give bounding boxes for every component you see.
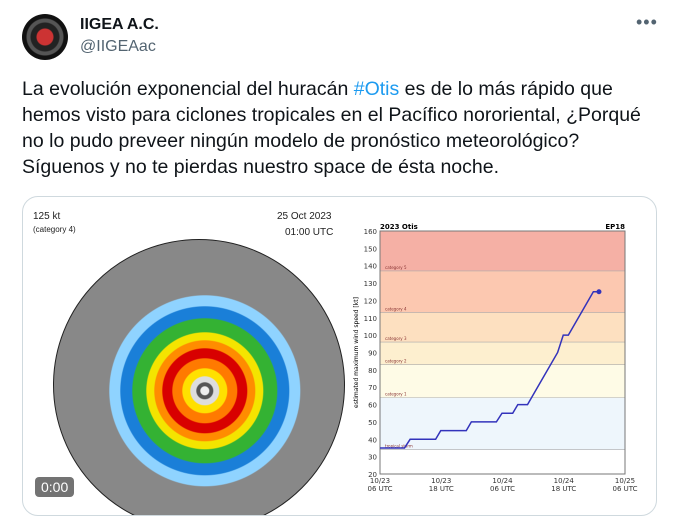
x-tick-label: 18 UTC: [429, 485, 454, 493]
y-tick-label: 150: [364, 245, 377, 253]
y-tick-label: 140: [364, 263, 377, 271]
more-horizontal-icon[interactable]: •••: [636, 12, 658, 32]
y-tick-label: 90: [368, 350, 377, 358]
plot-frame: [379, 230, 626, 475]
x-tick-label: 18 UTC: [551, 485, 576, 493]
author-handle[interactable]: @IIGEAac: [80, 38, 156, 55]
time-label: 01:00 UTC: [285, 227, 334, 238]
band-label: category 3: [385, 336, 407, 341]
series-line: [380, 291, 599, 449]
author-name[interactable]: IIGEA A.C.: [80, 16, 159, 33]
y-tick-label: 100: [364, 332, 377, 340]
band-label: category 1: [385, 392, 407, 397]
category-band: [380, 270, 625, 313]
category-band: [380, 364, 625, 398]
x-tick-label: 06 UTC: [490, 485, 515, 493]
x-tick-label: 10/25: [615, 477, 635, 485]
category-band: [380, 397, 625, 450]
category-label: (category 4): [33, 225, 76, 234]
band-label: category 4: [385, 307, 407, 312]
intensity-label: 125 kt: [33, 211, 61, 222]
storm-id: EP18: [605, 223, 625, 231]
y-tick-label: 80: [368, 367, 377, 375]
y-tick-label: 30: [368, 454, 377, 462]
video-timer: 0:00: [35, 477, 75, 497]
x-tick-label: 10/23: [370, 477, 390, 485]
band-label: category 5: [385, 265, 407, 270]
date-label: 25 Oct 2023: [277, 211, 332, 222]
band-label: tropical storm: [385, 444, 413, 449]
y-tick-label: 160: [364, 228, 377, 236]
text-part: es de lo más rápido que hemos visto para…: [22, 78, 641, 178]
y-tick-label: 70: [368, 384, 377, 392]
x-tick-label: 06 UTC: [612, 485, 637, 493]
x-tick-label: 10/23: [431, 477, 451, 485]
x-tick-label: 06 UTC: [367, 485, 392, 493]
category-band: [380, 342, 625, 365]
y-tick-label: 50: [368, 419, 377, 427]
y-tick-label: 120: [364, 297, 377, 305]
video-media[interactable]: 125 kt (category 4) 25 Oct 2023 01:00 UT…: [22, 196, 657, 516]
tweet-text: La evolución exponencial del huracán #Ot…: [22, 76, 662, 180]
y-axis-label: estimated maximum wind speed [kt]: [353, 297, 360, 408]
avatar[interactable]: [22, 14, 68, 60]
y-tick-label: 110: [364, 315, 377, 323]
y-tick-label: 20: [368, 471, 377, 479]
text-part: La evolución exponencial del huracán: [22, 78, 354, 100]
category-band: [380, 231, 625, 271]
wind-speed-chart: tropical storm category 1 category 2 catego…: [353, 223, 638, 493]
current-point-marker: [596, 289, 602, 295]
satellite-image: [53, 239, 345, 515]
hashtag-link[interactable]: #Otis: [353, 78, 400, 100]
y-tick-label: 40: [368, 436, 377, 444]
x-tick-label: 10/24: [554, 477, 575, 485]
y-tick-label: 130: [364, 280, 377, 288]
y-tick-label: 60: [368, 402, 377, 410]
category-band: [380, 312, 625, 343]
x-tick-label: 10/24: [492, 477, 513, 485]
band-label: category 2: [385, 359, 407, 364]
chart-title: 2023 Otis: [380, 223, 418, 231]
